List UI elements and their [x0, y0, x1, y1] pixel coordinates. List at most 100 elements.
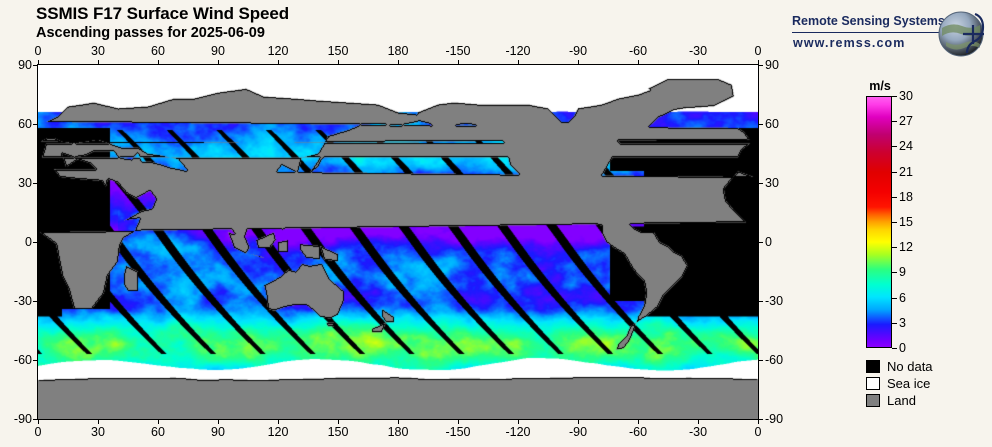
x-axis-label-bottom: 150	[327, 425, 349, 439]
x-axis-label-top: 0	[754, 44, 762, 58]
x-axis-tick	[758, 60, 759, 64]
x-axis-tick	[38, 420, 39, 424]
x-axis-tick	[518, 420, 519, 424]
colorbar-tick	[892, 247, 897, 249]
colorbar-tick-label: 3	[899, 315, 906, 330]
y-axis-label-left: -60	[13, 353, 32, 367]
colorbar-tick-label: 21	[899, 164, 913, 179]
colorbar-tick-label: 30	[899, 89, 913, 103]
x-axis-label-bottom: -30	[688, 425, 708, 439]
page-title: SSMIS F17 Surface Wind Speed	[36, 4, 290, 23]
x-axis-tick	[458, 60, 459, 64]
x-axis-label-bottom: 180	[387, 425, 409, 439]
y-axis-label-right: -30	[765, 294, 784, 308]
logo-website-url: www.remss.com	[793, 36, 906, 50]
legend-swatch	[866, 394, 880, 407]
legend-item: Sea ice	[866, 375, 933, 392]
x-axis-label-top: -150	[445, 44, 471, 58]
colorbar-tick	[892, 322, 897, 324]
legend-label: Sea ice	[887, 376, 931, 391]
x-axis-tick	[338, 60, 339, 64]
colorbar-tick	[892, 171, 897, 173]
legend-label: Land	[887, 393, 916, 408]
y-axis-tick	[33, 65, 37, 66]
y-axis-tick	[759, 360, 763, 361]
y-axis-tick	[759, 301, 763, 302]
x-axis-label-bottom: 30	[91, 425, 105, 439]
x-axis-label-top: -60	[628, 44, 648, 58]
colorbar-tick	[892, 121, 897, 123]
remss-logo: Remote Sensing Systems www.remss.com	[792, 8, 988, 60]
x-axis-label-bottom: -150	[445, 425, 471, 439]
x-axis-tick	[458, 420, 459, 424]
colorbar-tick-label: 15	[899, 215, 913, 229]
colorbar-tick-label: 18	[899, 189, 913, 204]
colorbar-tick-label: 9	[899, 265, 906, 280]
x-axis-tick	[158, 420, 159, 424]
x-axis-tick	[578, 60, 579, 64]
x-axis-tick	[98, 420, 99, 424]
y-axis-label-right: 90	[765, 58, 779, 72]
x-axis-label-bottom: 120	[267, 425, 289, 439]
x-axis-label-top: 60	[151, 44, 165, 58]
x-axis-label-bottom: 0	[34, 425, 42, 439]
y-axis-label-right: 60	[765, 117, 779, 131]
map-raster	[38, 65, 758, 419]
y-axis-tick	[33, 419, 37, 420]
y-axis-label-left: 90	[18, 58, 32, 72]
y-axis-tick	[759, 242, 763, 243]
x-axis-tick	[218, 60, 219, 64]
y-axis-tick	[33, 360, 37, 361]
globe-icon	[934, 8, 988, 65]
x-axis-label-top: 0	[34, 44, 42, 58]
x-axis-tick	[38, 60, 39, 64]
legend-item: No data	[866, 358, 933, 375]
colorbar-tick	[892, 348, 897, 349]
y-axis-tick	[33, 242, 37, 243]
x-axis-tick	[398, 60, 399, 64]
colorbar-tick	[892, 146, 897, 148]
colorbar-tick-label: 6	[899, 290, 906, 305]
x-axis-tick	[758, 420, 759, 424]
colorbar-tick-label: 24	[899, 139, 913, 154]
colorbar-tick	[892, 96, 897, 97]
x-axis-label-top: -30	[688, 44, 708, 58]
y-axis-tick	[759, 419, 763, 420]
y-axis-tick	[759, 124, 763, 125]
legend-swatch	[866, 377, 880, 390]
logo-divider	[792, 32, 944, 33]
x-axis-tick	[698, 420, 699, 424]
colorbar-tick	[892, 272, 897, 274]
x-axis-label-top: 30	[91, 44, 105, 58]
x-axis-tick	[698, 60, 699, 64]
y-axis-tick	[33, 124, 37, 125]
x-axis-tick	[518, 60, 519, 64]
x-axis-tick	[638, 60, 639, 64]
y-axis-label-left: -90	[13, 412, 32, 426]
page-subtitle: Ascending passes for 2025-06-09	[36, 25, 265, 41]
x-axis-tick	[578, 420, 579, 424]
colorbar-tick	[892, 196, 897, 198]
y-axis-tick	[759, 65, 763, 66]
colorbar-tick-label: 27	[899, 114, 913, 129]
x-axis-tick	[638, 420, 639, 424]
x-axis-tick	[278, 60, 279, 64]
y-axis-tick	[759, 183, 763, 184]
colorbar-gradient	[866, 96, 892, 348]
x-axis-label-top: 90	[211, 44, 225, 58]
y-axis-label-left: 0	[25, 235, 32, 249]
y-axis-tick	[33, 301, 37, 302]
x-axis-label-top: 180	[387, 44, 409, 58]
title-block: SSMIS F17 Surface Wind Speed Ascending p…	[36, 4, 289, 42]
x-axis-label-bottom: 60	[151, 425, 165, 439]
x-axis-tick	[158, 60, 159, 64]
x-axis-tick	[398, 420, 399, 424]
colorbar-unit-label: m/s	[869, 79, 891, 93]
colorbar-tick-label: 12	[899, 240, 913, 255]
legend-item: Land	[866, 392, 933, 409]
y-axis-label-left: -30	[13, 294, 32, 308]
x-axis-label-bottom: 90	[211, 425, 225, 439]
x-axis-label-bottom: -120	[505, 425, 531, 439]
map-legend: No data Sea ice Land	[866, 358, 933, 409]
wind-speed-map	[37, 64, 759, 420]
